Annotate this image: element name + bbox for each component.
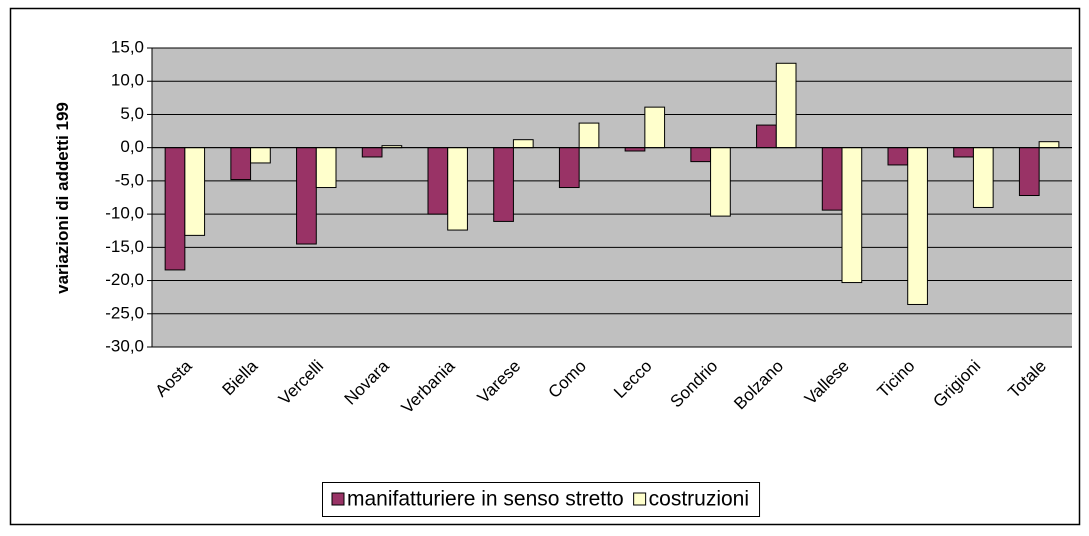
legend-swatch [633, 492, 647, 506]
bar [1018, 147, 1040, 197]
bar [1038, 141, 1060, 149]
bar [710, 147, 731, 217]
y-tick-label: 0,0 [120, 137, 144, 156]
y-tick-label: -30,0 [105, 336, 144, 355]
y-tick-label: 10,0 [111, 71, 144, 90]
y-tick-label: 15,0 [111, 37, 144, 56]
bar [953, 147, 974, 158]
bar [841, 147, 863, 284]
y-tick-label: -20,0 [105, 270, 144, 289]
plot-area [152, 48, 1072, 347]
y-tick-label: -25,0 [105, 303, 144, 322]
bar [644, 106, 666, 149]
bar [972, 147, 994, 208]
y-tick-label: -5,0 [115, 170, 144, 189]
bar [578, 122, 600, 149]
bar [164, 147, 186, 271]
legend: manifatturiere in senso stretto costruzio… [322, 482, 761, 517]
legend-box [322, 482, 761, 517]
bar [427, 147, 449, 215]
y-tick-label: 5,0 [120, 104, 144, 123]
bar [493, 147, 514, 222]
y-label-group: variazioni di addetti 199 [53, 102, 72, 294]
bar [361, 147, 383, 158]
bar [887, 147, 909, 166]
legend-label: manifatturiere in senso stretto [347, 488, 624, 511]
bar [690, 147, 712, 163]
bar [230, 147, 252, 181]
y-axis-label: variazioni di addetti 199 [53, 102, 72, 294]
y-tick-label: -10,0 [105, 204, 144, 223]
y-tick-label: -15,0 [105, 237, 144, 256]
bar [558, 147, 580, 189]
bar [250, 147, 271, 164]
bar [296, 147, 317, 245]
bar [775, 62, 797, 149]
bar [907, 147, 928, 305]
bar [512, 139, 534, 149]
bar [756, 124, 777, 149]
bar [184, 147, 206, 236]
legend-label: costruzioni [649, 488, 749, 511]
bar [447, 147, 468, 231]
bar [315, 147, 337, 189]
legend-swatch [331, 492, 345, 506]
bar [821, 147, 843, 211]
